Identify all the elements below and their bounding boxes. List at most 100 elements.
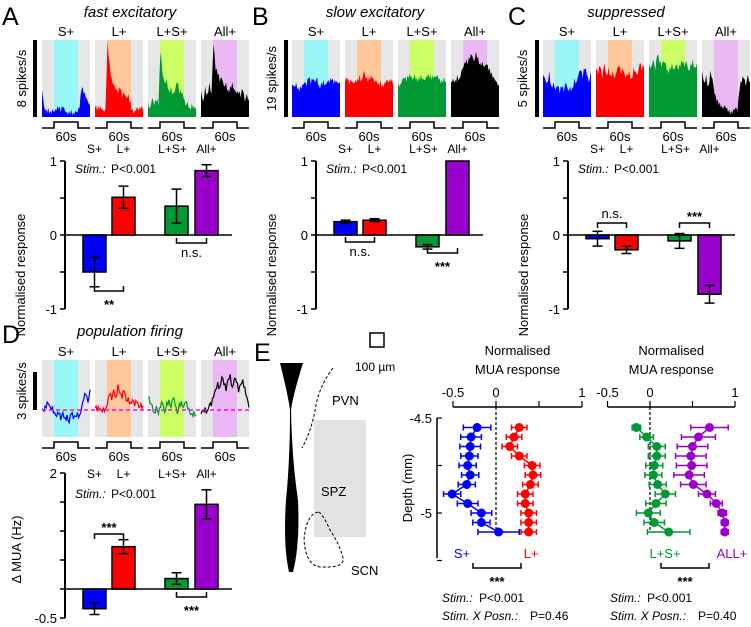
data-point bbox=[476, 518, 486, 527]
scale-bar bbox=[33, 40, 37, 117]
trace-label: All+ bbox=[214, 344, 236, 359]
stat-interaction-label: Stim. X Posn.: bbox=[610, 609, 686, 623]
y-tick-label: -0.5 bbox=[35, 611, 57, 626]
data-point bbox=[509, 432, 519, 442]
trace-label: All+ bbox=[464, 24, 486, 39]
stat-interaction-value: P=0.40 bbox=[698, 609, 737, 623]
bar-category-label: L+S+ bbox=[409, 142, 438, 156]
data-point bbox=[463, 461, 473, 470]
trace-label: S+ bbox=[559, 24, 575, 39]
trace-lplussplus bbox=[147, 396, 197, 419]
significance-label: n.s. bbox=[602, 206, 623, 221]
stat-value: P<0.001 bbox=[647, 591, 692, 605]
trace-label: L+ bbox=[112, 344, 127, 359]
data-point bbox=[524, 527, 534, 537]
data-point bbox=[462, 480, 472, 489]
bar-category-label: L+S+ bbox=[661, 142, 690, 156]
series-label: L+S+ bbox=[649, 546, 680, 561]
data-point bbox=[652, 451, 662, 461]
duration-label: 60s bbox=[716, 129, 737, 144]
bar-allplus bbox=[194, 169, 219, 236]
duration-label: 60s bbox=[162, 449, 183, 464]
scale-bar bbox=[535, 40, 539, 117]
scale-label: 100 µm bbox=[355, 360, 395, 374]
data-point bbox=[505, 442, 515, 451]
trace-label: L+S+ bbox=[657, 24, 688, 39]
stimulus-step bbox=[596, 121, 644, 129]
bar-category-label: S+ bbox=[87, 142, 102, 156]
data-point bbox=[711, 499, 721, 508]
y-tick-label: 1 bbox=[50, 154, 57, 169]
data-point bbox=[472, 423, 482, 432]
y-tick-label: -1 bbox=[548, 302, 560, 317]
data-point bbox=[693, 432, 703, 442]
trace-lplus bbox=[95, 40, 143, 117]
panel-letter-b: B bbox=[252, 3, 269, 31]
data-point bbox=[702, 489, 712, 499]
significance-label: *** bbox=[101, 520, 117, 535]
stimulus-step bbox=[649, 121, 697, 129]
trace-lplus bbox=[94, 384, 144, 414]
duration-label: 60s bbox=[610, 129, 631, 144]
data-point bbox=[688, 442, 697, 451]
stat-label: Stim.: bbox=[326, 162, 357, 176]
stat-value: P<0.001 bbox=[614, 162, 659, 176]
significance-label: *** bbox=[677, 574, 693, 589]
scale-bar-label: 5 spikes/s bbox=[515, 49, 530, 107]
scale-bar bbox=[33, 372, 37, 410]
stimulus-shade bbox=[54, 40, 78, 117]
duration-label: 60s bbox=[557, 129, 578, 144]
data-point bbox=[525, 480, 535, 489]
y-tick-label: 1 bbox=[301, 154, 308, 169]
region-label-spz: SPZ bbox=[321, 484, 346, 499]
stat-value: P<0.001 bbox=[479, 591, 524, 605]
stimulus-step bbox=[345, 121, 393, 129]
x-tick-label: 0 bbox=[646, 385, 653, 400]
stat-interaction-label: Stim. X Posn.: bbox=[442, 609, 518, 623]
stimulus-step bbox=[543, 121, 591, 129]
data-point bbox=[514, 423, 524, 432]
axis-title-line1: Normalised bbox=[485, 343, 551, 358]
data-point bbox=[648, 470, 658, 480]
scn-outline bbox=[303, 511, 344, 568]
duration-label: 60s bbox=[359, 129, 380, 144]
significance-bracket bbox=[93, 533, 125, 539]
significance-label: ** bbox=[104, 297, 115, 312]
data-point bbox=[528, 470, 538, 480]
bar-category-label: S+ bbox=[590, 142, 605, 156]
stat-label: Stim.: bbox=[442, 591, 473, 605]
axis-title-line2: MUA response bbox=[629, 362, 714, 377]
data-point bbox=[649, 518, 659, 527]
stat-label: Stim.: bbox=[75, 162, 106, 176]
bar-category-label: S+ bbox=[87, 467, 102, 481]
stimulus-step bbox=[148, 441, 196, 449]
significance-label: n.s. bbox=[181, 245, 202, 260]
trace-lplussplus bbox=[148, 51, 196, 117]
trace-splus bbox=[42, 86, 90, 117]
scale-square bbox=[369, 332, 385, 348]
trace-label: All+ bbox=[715, 24, 737, 39]
significance-label: *** bbox=[184, 603, 200, 618]
x-tick-label: -0.5 bbox=[596, 385, 618, 400]
significance-bracket bbox=[93, 286, 125, 292]
duration-label: 60s bbox=[109, 449, 130, 464]
panel-title: suppressed bbox=[587, 4, 665, 21]
spz-region bbox=[314, 420, 366, 537]
bar-category-label: All+ bbox=[699, 142, 719, 156]
y-tick-label: -1 bbox=[45, 302, 57, 317]
stat-value: P<0.001 bbox=[362, 162, 407, 176]
data-point bbox=[705, 423, 714, 432]
duration-label: 60s bbox=[412, 129, 433, 144]
data-point bbox=[651, 499, 661, 508]
trace-splus bbox=[292, 76, 340, 117]
data-point bbox=[476, 508, 486, 518]
y-axis-label: Depth (mm) bbox=[400, 454, 415, 523]
y-axis-label: Normalised response bbox=[264, 214, 279, 337]
series-label: ALL+ bbox=[717, 546, 748, 561]
stimulus-step bbox=[702, 121, 750, 129]
trace-lplus bbox=[345, 70, 393, 117]
series-label: L+ bbox=[524, 546, 539, 561]
data-point bbox=[660, 489, 670, 499]
duration-label: 60s bbox=[109, 129, 130, 144]
